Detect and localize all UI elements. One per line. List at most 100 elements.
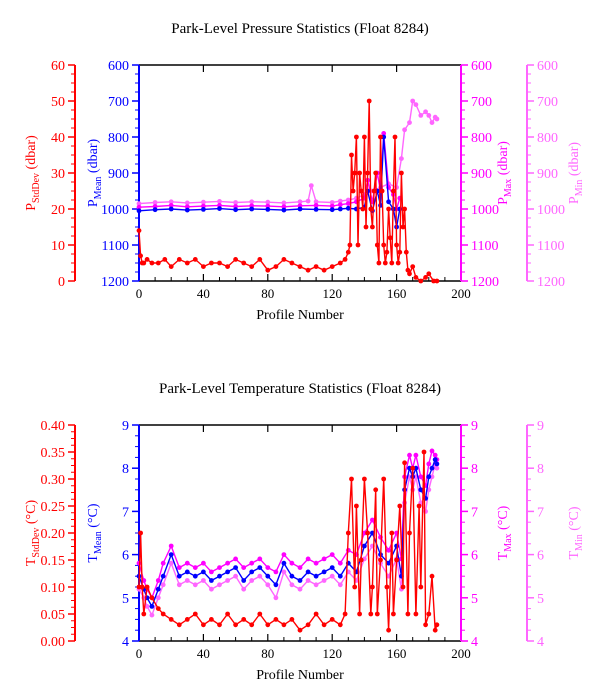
pressure-stddev-point <box>358 188 364 194</box>
pressure-max-label-main: P <box>496 197 511 205</box>
temperature-max-point <box>429 448 435 454</box>
pressure-chart: Park-Level Pressure Statistics (Float 82… <box>24 21 585 323</box>
pressure-max-point <box>201 203 206 209</box>
temperature-mean-point <box>418 487 424 493</box>
pressure-stddev-point <box>168 264 174 269</box>
pressure-min-label-unit: (dbar) <box>567 142 582 180</box>
temperature-min-point <box>209 586 214 592</box>
temperature-max-point <box>407 452 412 458</box>
temperature-chart-xlabel: Profile Number <box>256 668 344 683</box>
temperature-max-point <box>418 474 424 480</box>
temperature-stddev-tick-label: 0.20 <box>41 527 66 542</box>
temperature-max-point <box>370 517 375 523</box>
pressure-stddev-point <box>434 278 440 284</box>
pressure-mean-point <box>217 206 222 212</box>
temperature-xtick-label: 160 <box>387 646 407 661</box>
temperature-stddev-point <box>434 622 440 628</box>
temperature-max-point <box>155 578 161 583</box>
temperature-stddev-point <box>358 557 364 563</box>
temperature-stddev-point <box>257 611 263 617</box>
temperature-min-point <box>233 573 239 579</box>
temperature-mean-point <box>281 560 287 566</box>
pressure-mean-point <box>152 207 158 213</box>
temperature-mean-point <box>149 604 155 609</box>
pressure-min-point <box>345 197 351 203</box>
pressure-min-tick-label: 700 <box>537 95 558 110</box>
temperature-mean-tick-label: 9 <box>122 419 129 434</box>
pressure-mean-point <box>201 207 206 212</box>
temperature-mean-point <box>362 543 367 549</box>
pressure-stddev-point <box>399 170 404 176</box>
temperature-stddev-point <box>410 465 416 471</box>
temperature-min-label-sub: Min <box>574 534 585 551</box>
pressure-stddev-point <box>136 228 142 234</box>
pressure-stddev-point <box>384 249 390 255</box>
pressure-stddev-point <box>431 278 436 284</box>
pressure-min-point <box>249 199 255 205</box>
temperature-max-point <box>281 552 287 557</box>
pressure-stddev-point <box>402 206 407 212</box>
temperature-stddev-point <box>217 622 222 628</box>
pressure-stddev-point <box>418 278 424 284</box>
temperature-min-tick-label: 8 <box>537 462 544 477</box>
pressure-stddev-axis-label: PStdDev (dbar) <box>24 135 42 211</box>
temperature-max-point <box>313 560 319 566</box>
temperature-stddev-point <box>201 622 206 628</box>
temperature-mean-tick-label: 7 <box>122 505 129 520</box>
temperature-mean-point <box>305 569 311 575</box>
temperature-stddev-point <box>168 617 174 622</box>
temperature-stddev-point <box>426 611 432 617</box>
temperature-stddev-point <box>289 617 295 622</box>
temperature-stddev-point <box>321 622 327 628</box>
temperature-min-line <box>138 461 438 617</box>
temperature-stddev-point <box>416 503 422 509</box>
pressure-stddev-tick-label: 60 <box>51 59 65 74</box>
temperature-max-point <box>176 565 182 570</box>
pressure-max-tick-label: 900 <box>471 167 492 182</box>
pressure-stddev-label-unit: (dbar) <box>24 135 39 173</box>
temperature-stddev-label-unit: (°C) <box>24 500 39 528</box>
temperature-stddev-point <box>405 611 411 617</box>
temperature-stddev-tick-label: 0.15 <box>41 554 66 569</box>
pressure-min-point <box>399 156 404 162</box>
temperature-stddev-point <box>273 617 279 622</box>
pressure-mean-point <box>297 206 303 212</box>
pressure-xtick-label: 200 <box>451 286 471 301</box>
temperature-mean-point <box>184 569 190 575</box>
temperature-stddev-label-sub: StdDev <box>31 528 42 558</box>
pressure-stddev-point <box>423 275 428 280</box>
temperature-stddev-point <box>141 611 147 617</box>
pressure-stddev-point <box>273 264 279 269</box>
pressure-stddev-point <box>381 242 387 248</box>
pressure-min-point <box>402 127 407 133</box>
pressure-min-point <box>217 199 222 204</box>
temperature-max-point <box>225 560 231 566</box>
pressure-stddev-point <box>217 260 222 266</box>
temperature-mean-tick-label: 6 <box>122 549 129 564</box>
temperature-stddev-point <box>281 622 287 628</box>
temperature-stddev-point <box>352 584 358 590</box>
temperature-stddev-point <box>429 573 435 579</box>
temperature-min-point <box>241 586 247 592</box>
pressure-max-point <box>313 203 319 208</box>
temperature-stddev-point <box>407 530 412 536</box>
temperature-stddev-point <box>184 617 190 622</box>
temperature-min-point <box>192 582 198 588</box>
temperature-stddev-point <box>362 476 367 482</box>
pressure-stddev-point <box>389 260 395 266</box>
pressure-stddev-point <box>141 260 147 266</box>
pressure-stddev-point <box>144 257 150 262</box>
temperature-max-point <box>160 560 166 566</box>
temperature-stddev-point <box>368 611 374 617</box>
pressure-max-label-sub: Max <box>503 179 514 197</box>
pressure-mean-tick-label: 900 <box>108 167 129 182</box>
temperature-mean-point <box>176 573 182 579</box>
pressure-stddev-point <box>225 264 231 269</box>
pressure-stddev-point <box>394 242 399 248</box>
temperature-stddev-point <box>249 622 255 628</box>
pressure-max-tick-label: 800 <box>471 131 492 146</box>
pressure-stddev-point <box>355 242 361 248</box>
pressure-stddev-point <box>371 188 377 194</box>
pressure-stddev-point <box>184 260 190 266</box>
temperature-stddev-point <box>329 617 335 622</box>
